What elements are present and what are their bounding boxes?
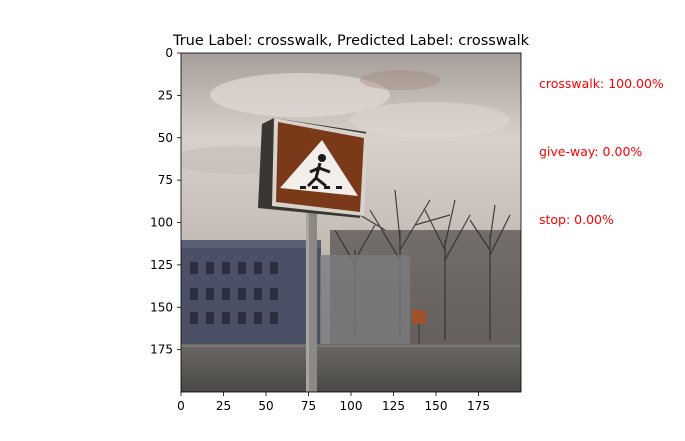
x-tick-label: 25 xyxy=(216,399,231,413)
x-tick-label: 150 xyxy=(425,399,448,413)
y-tick-label: 125 xyxy=(150,258,173,272)
x-tick-label: 100 xyxy=(340,399,363,413)
x-tick-label: 175 xyxy=(467,399,490,413)
prediction-labels: crosswalk: 100.00% give-way: 0.00% stop: 0… xyxy=(539,76,664,227)
x-tick-label: 0 xyxy=(177,399,185,413)
x-tick-label: 75 xyxy=(301,399,316,413)
crosswalk-sign-icon xyxy=(258,118,368,218)
chart-title: True Label: crosswalk, Predicted Label: … xyxy=(172,33,530,49)
y-tick-label: 25 xyxy=(158,88,173,102)
prediction-label: crosswalk: 100.00% xyxy=(539,76,664,91)
x-tick-label: 50 xyxy=(258,399,273,413)
y-tick-label: 75 xyxy=(158,173,173,187)
photo-image xyxy=(181,53,521,392)
y-tick-label: 150 xyxy=(150,300,173,314)
y-tick-label: 175 xyxy=(150,343,173,357)
y-axis: 0 25 50 75 100 125 150 175 xyxy=(150,46,181,357)
x-tick-label: 125 xyxy=(382,399,405,413)
x-axis: 0 25 50 75 100 125 150 175 xyxy=(177,392,490,413)
y-tick-label: 50 xyxy=(158,131,173,145)
prediction-label: give-way: 0.00% xyxy=(539,144,642,159)
prediction-label: stop: 0.00% xyxy=(539,212,614,227)
y-tick-label: 100 xyxy=(150,216,173,230)
y-tick-label: 0 xyxy=(165,46,173,60)
